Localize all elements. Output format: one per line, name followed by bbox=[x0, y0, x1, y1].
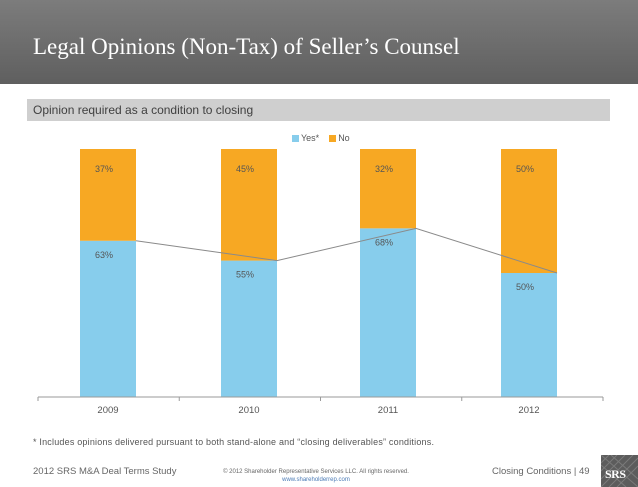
legend-swatch-no bbox=[329, 134, 337, 142]
legend-label-yes: Yes* bbox=[301, 133, 320, 143]
chart-subtitle: Opinion required as a condition to closi… bbox=[33, 103, 254, 117]
footer-study-name: 2012 SRS M&A Deal Terms Study bbox=[33, 466, 177, 477]
bar-no-2012 bbox=[501, 149, 557, 273]
data-label-yes-2012: 50% bbox=[516, 282, 534, 292]
x-tick-label-2010: 2010 bbox=[238, 405, 259, 416]
bar-yes-2010 bbox=[221, 260, 277, 397]
title-bar: Legal Opinions (Non-Tax) of Seller’s Cou… bbox=[0, 0, 638, 84]
footnote: * Includes opinions delivered pursuant t… bbox=[33, 437, 435, 447]
logo-pattern-icon bbox=[601, 455, 638, 487]
footer-copyright-text: © 2012 Shareholder Representative Servic… bbox=[223, 469, 409, 475]
x-tick-label-2012: 2012 bbox=[518, 405, 539, 416]
bar-no-2009 bbox=[80, 149, 136, 241]
slide-title: Legal Opinions (Non-Tax) of Seller’s Cou… bbox=[33, 34, 460, 59]
logo-text: SRS bbox=[605, 467, 626, 481]
yes-trend-line bbox=[135, 227, 558, 274]
bar-no-2011 bbox=[360, 149, 416, 229]
bar-yes-2011 bbox=[360, 228, 416, 397]
data-label-yes-2009: 63% bbox=[95, 250, 113, 260]
footer-copyright: © 2012 Shareholder Representative Servic… bbox=[211, 468, 421, 484]
data-label-no-2010: 45% bbox=[236, 164, 254, 174]
bar-no-2010 bbox=[221, 149, 277, 261]
subtitle-bar: Opinion required as a condition to closi… bbox=[27, 99, 610, 121]
legend-swatch-yes bbox=[292, 134, 299, 142]
data-label-yes-2011: 68% bbox=[375, 237, 393, 247]
x-tick-label-2009: 2009 bbox=[97, 405, 118, 416]
legend-item-yes: Yes* bbox=[292, 133, 319, 143]
srs-logo: SRS bbox=[601, 455, 638, 487]
footer-section-page: Closing Conditions | 49 bbox=[492, 466, 590, 477]
x-tick-label-2011: 2011 bbox=[378, 405, 398, 416]
data-label-no-2011: 32% bbox=[375, 164, 393, 174]
legend-label-no: No bbox=[338, 133, 350, 143]
bar-yes-2012 bbox=[501, 273, 557, 397]
footer-website-link[interactable]: www.shareholderrep.com bbox=[282, 477, 350, 483]
data-label-yes-2010: 55% bbox=[236, 270, 254, 280]
data-label-no-2009: 37% bbox=[95, 164, 113, 174]
bar-yes-2009 bbox=[80, 240, 136, 397]
chart-legend: Yes* No bbox=[292, 133, 356, 143]
data-label-no-2012: 50% bbox=[516, 164, 534, 174]
legend-item-no: No bbox=[329, 133, 350, 143]
